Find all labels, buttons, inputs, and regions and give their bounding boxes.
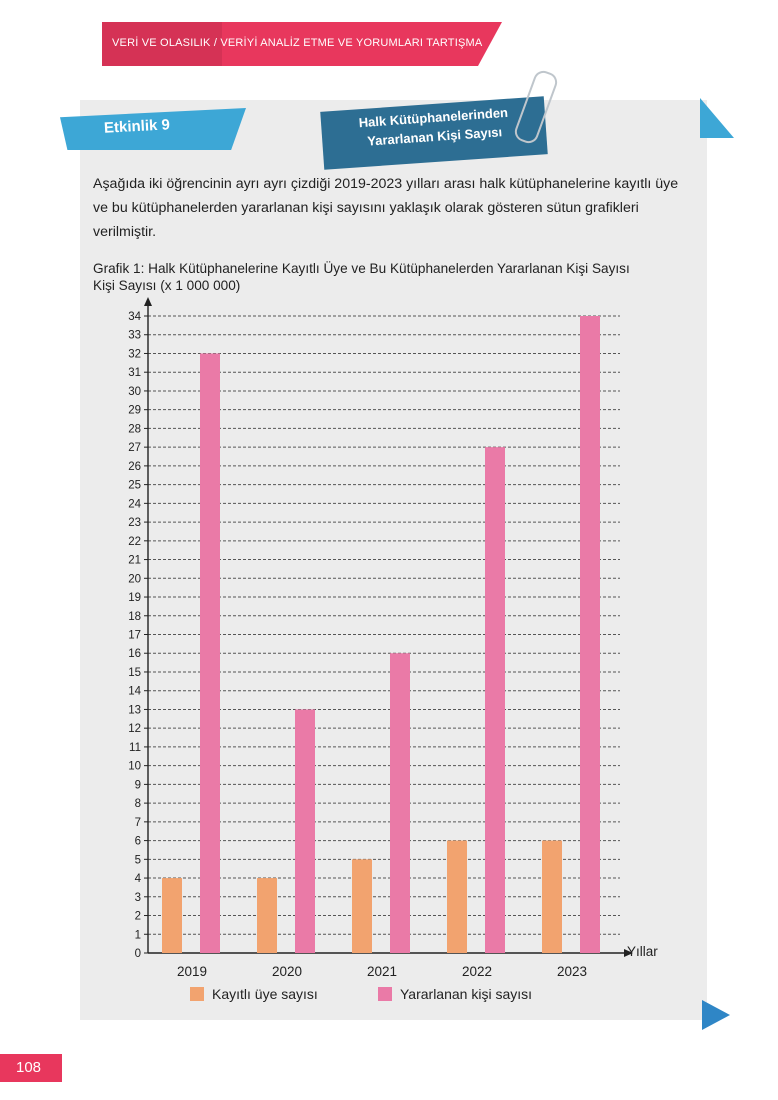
bar-benefiting	[390, 653, 410, 953]
y-tick-label: 16	[128, 648, 141, 660]
legend-label-benefiting: Yararlanan kişi sayısı	[400, 986, 533, 1002]
y-tick-label: 19	[128, 592, 141, 604]
bar-registered	[162, 878, 182, 953]
y-tick-label: 8	[135, 798, 141, 810]
page-number: 108	[0, 1054, 62, 1082]
bar-registered	[447, 840, 467, 953]
y-tick-label: 28	[128, 423, 141, 435]
y-tick-label: 21	[128, 555, 141, 567]
bar-registered	[542, 840, 562, 953]
bar-benefiting	[580, 316, 600, 953]
y-tick-label: 14	[128, 686, 141, 698]
y-tick-label: 18	[128, 611, 141, 623]
y-tick-label: 23	[128, 517, 141, 529]
y-tick-label: 4	[135, 873, 142, 885]
y-tick-label: 12	[128, 723, 141, 735]
y-tick-label: 0	[135, 948, 141, 960]
y-tick-label: 6	[135, 836, 141, 848]
y-tick-label: 9	[135, 779, 141, 791]
y-tick-label: 7	[135, 817, 141, 829]
x-tick-label: 2022	[462, 964, 492, 979]
y-tick-label: 5	[135, 854, 141, 866]
y-tick-label: 34	[128, 311, 141, 323]
x-tick-label: 2019	[177, 964, 207, 979]
chart-title: Grafik 1: Halk Kütüphanelerine Kayıtlı Ü…	[93, 261, 630, 276]
legend-label-registered: Kayıtlı üye sayısı	[212, 986, 318, 1002]
y-tick-label: 29	[128, 405, 141, 417]
y-tick-label: 25	[128, 480, 141, 492]
y-tick-label: 3	[135, 892, 141, 904]
y-axis-label: Kişi Sayısı (x 1 000 000)	[93, 278, 241, 293]
y-tick-label: 24	[128, 498, 141, 510]
y-tick-label: 32	[128, 348, 141, 360]
legend-item-benefiting: Yararlanan kişi sayısı	[378, 986, 532, 1002]
y-tick-label: 31	[128, 367, 141, 379]
y-tick-label: 33	[128, 330, 141, 342]
x-axis-arrow-icon	[624, 949, 633, 957]
intro-text: Aşağıda iki öğrencinin ayrı ayrı çizdiği…	[93, 176, 679, 240]
bar-benefiting	[295, 709, 315, 953]
y-tick-label: 22	[128, 536, 141, 548]
y-tick-label: 1	[135, 929, 141, 941]
legend-item-registered: Kayıtlı üye sayısı	[190, 986, 318, 1002]
x-tick-label: 2020	[272, 964, 302, 979]
y-tick-label: 2	[135, 911, 141, 923]
header-banner	[102, 22, 502, 66]
y-tick-label: 15	[128, 667, 141, 679]
bar-benefiting	[485, 447, 505, 953]
legend-swatch-registered	[190, 987, 204, 1001]
bar-benefiting	[200, 353, 220, 953]
x-tick-label: 2021	[367, 964, 397, 979]
y-tick-label: 26	[128, 461, 141, 473]
y-tick-label: 20	[128, 573, 141, 585]
bar-registered	[352, 859, 372, 953]
y-axis-arrow-icon	[144, 297, 152, 306]
y-tick-label: 27	[128, 442, 141, 454]
legend-swatch-benefiting	[378, 987, 392, 1001]
y-tick-label: 17	[128, 630, 141, 642]
y-tick-label: 13	[128, 704, 141, 716]
x-tick-label: 2023	[557, 964, 587, 979]
y-tick-label: 30	[128, 386, 141, 398]
y-tick-label: 11	[129, 742, 141, 754]
y-tick-label: 10	[128, 761, 141, 773]
header-banner-text: VERİ VE OLASILIK / VERİYİ ANALİZ ETME VE…	[112, 37, 483, 49]
bar-registered	[257, 878, 277, 953]
x-axis-label: Yıllar	[627, 944, 658, 959]
